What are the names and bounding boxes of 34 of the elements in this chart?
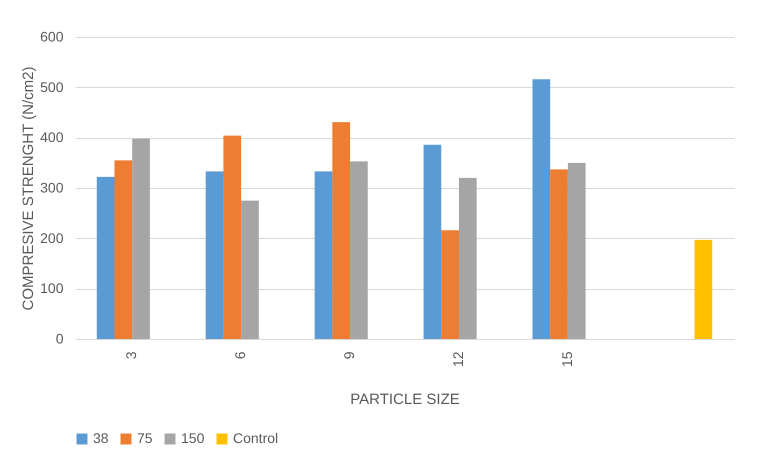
bar	[424, 144, 442, 339]
bar	[350, 161, 368, 339]
bar	[132, 138, 150, 339]
bar	[441, 230, 459, 339]
y-tick-label: 300	[40, 180, 64, 196]
legend-label: 75	[137, 430, 153, 446]
x-tick-label: 12	[450, 351, 466, 368]
x-axis-title: PARTICLE SIZE	[350, 391, 460, 408]
y-tick-label: 0	[56, 330, 64, 346]
legend-label: Control	[233, 430, 278, 446]
bar	[96, 176, 114, 339]
x-tick-label: 6	[232, 351, 248, 360]
bar	[568, 162, 586, 339]
bar	[223, 136, 242, 339]
bar	[241, 200, 259, 339]
bar	[206, 171, 224, 339]
legend-label: 150	[181, 430, 205, 446]
y-tick-label: 600	[40, 28, 64, 44]
x-tick-label: 3	[123, 351, 140, 360]
y-axis-title: COMPRESIVE STRENGHT (N/cm2)	[20, 66, 38, 310]
y-tick-label: 200	[40, 230, 64, 246]
y-tick-label: 400	[40, 129, 64, 146]
x-tick-label: 15	[558, 351, 575, 368]
bar	[550, 169, 568, 339]
bar	[458, 178, 477, 339]
x-tick-label: 9	[341, 351, 358, 360]
y-tick-label: 100	[40, 280, 64, 296]
y-tick-label: 500	[40, 78, 64, 95]
bar	[332, 122, 350, 339]
bar	[114, 160, 132, 339]
bar	[694, 240, 712, 339]
legend-label: 38	[93, 430, 109, 446]
bar	[532, 79, 550, 339]
bar	[314, 171, 332, 339]
